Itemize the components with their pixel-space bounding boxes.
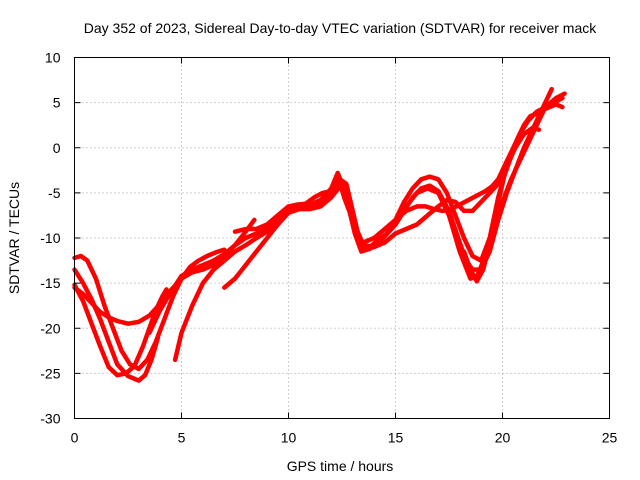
x-tick-label: 20 xyxy=(495,430,511,446)
grid-lines xyxy=(74,57,610,419)
series-line-trace-10 xyxy=(461,102,565,284)
x-tick-label: 25 xyxy=(602,430,618,446)
x-tick-label: 15 xyxy=(388,430,404,446)
chart-title: Day 352 of 2023, Sidereal Day-to-day VTE… xyxy=(84,20,597,36)
y-tick-label: -10 xyxy=(40,230,60,246)
y-tick-label: -25 xyxy=(40,365,60,381)
y-tick-label: -5 xyxy=(48,185,61,201)
x-axis-label: GPS time / hours xyxy=(287,458,394,474)
series-line-trace-3 xyxy=(72,247,227,372)
series-line-trace-8 xyxy=(232,125,542,250)
data-series xyxy=(72,86,567,383)
y-tick-label: 0 xyxy=(53,140,61,156)
series-line-trace-9 xyxy=(361,95,565,245)
y-tick-label: -15 xyxy=(40,275,60,291)
y-tick-label: -30 xyxy=(40,411,60,427)
x-axis-ticks: 0 5 10 15 20 25 xyxy=(71,57,618,446)
y-axis-ticks: -30 -25 -20 -15 -10 -5 0 5 10 xyxy=(40,50,610,427)
y-tick-label: -20 xyxy=(40,320,60,336)
series-line-trace-6 xyxy=(172,91,567,363)
x-tick-label: 10 xyxy=(281,430,297,446)
y-tick-label: 5 xyxy=(53,95,61,111)
series-line-trace-2 xyxy=(72,267,161,383)
x-tick-label: 5 xyxy=(178,430,186,446)
y-tick-label: 10 xyxy=(45,50,61,66)
x-tick-label: 0 xyxy=(71,430,79,446)
series-line-trace-4 xyxy=(72,217,257,326)
y-axis-label: SDTVAR / TECUs xyxy=(6,182,22,294)
